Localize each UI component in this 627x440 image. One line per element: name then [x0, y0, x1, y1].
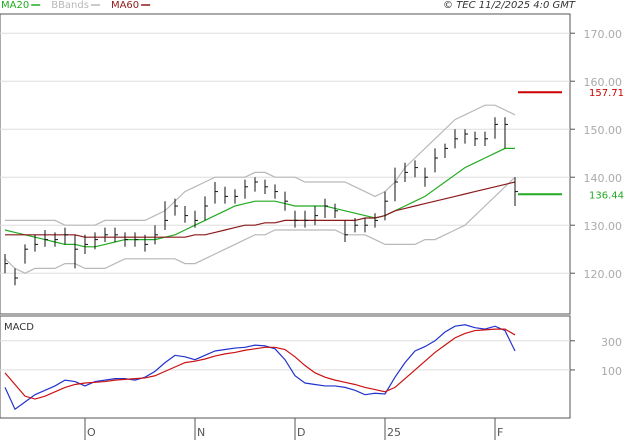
y-tick-label: 120.00 [584, 268, 623, 281]
y-tick-label: 160.00 [584, 76, 623, 89]
y-tick-label: 150.00 [584, 124, 623, 137]
y-tick-label: 140.00 [584, 172, 623, 185]
macd-title: MACD [4, 322, 34, 333]
price-marker-label: 157.71 [589, 88, 624, 99]
y-tick-label: 300 [601, 336, 622, 349]
x-tick-label: 25 [387, 426, 401, 439]
macd-line [4, 328, 516, 400]
y-tick-label: 130.00 [584, 220, 623, 233]
macd-line [4, 324, 516, 411]
y-tick-label: 170.00 [584, 28, 623, 41]
y-tick-label: 100 [601, 365, 622, 378]
price-panel [0, 13, 571, 315]
x-tick-label: F [497, 426, 503, 439]
x-tick-label: O [87, 426, 96, 439]
x-tick-label: N [197, 426, 205, 439]
legend-label: MA20 [1, 0, 29, 11]
macd-panel [0, 315, 571, 419]
legend-label: MA60 [111, 0, 139, 11]
ma-line [5, 181, 516, 238]
x-tick-label: D [297, 426, 305, 439]
source: © TEC 11/2/2025 4:0 GMT [443, 0, 576, 11]
bband-upper [5, 104, 516, 226]
bband-lower [4, 176, 516, 274]
ma-line [4, 147, 515, 248]
legend-label: BBands [51, 0, 89, 11]
price-marker-label: 136.44 [589, 190, 624, 201]
